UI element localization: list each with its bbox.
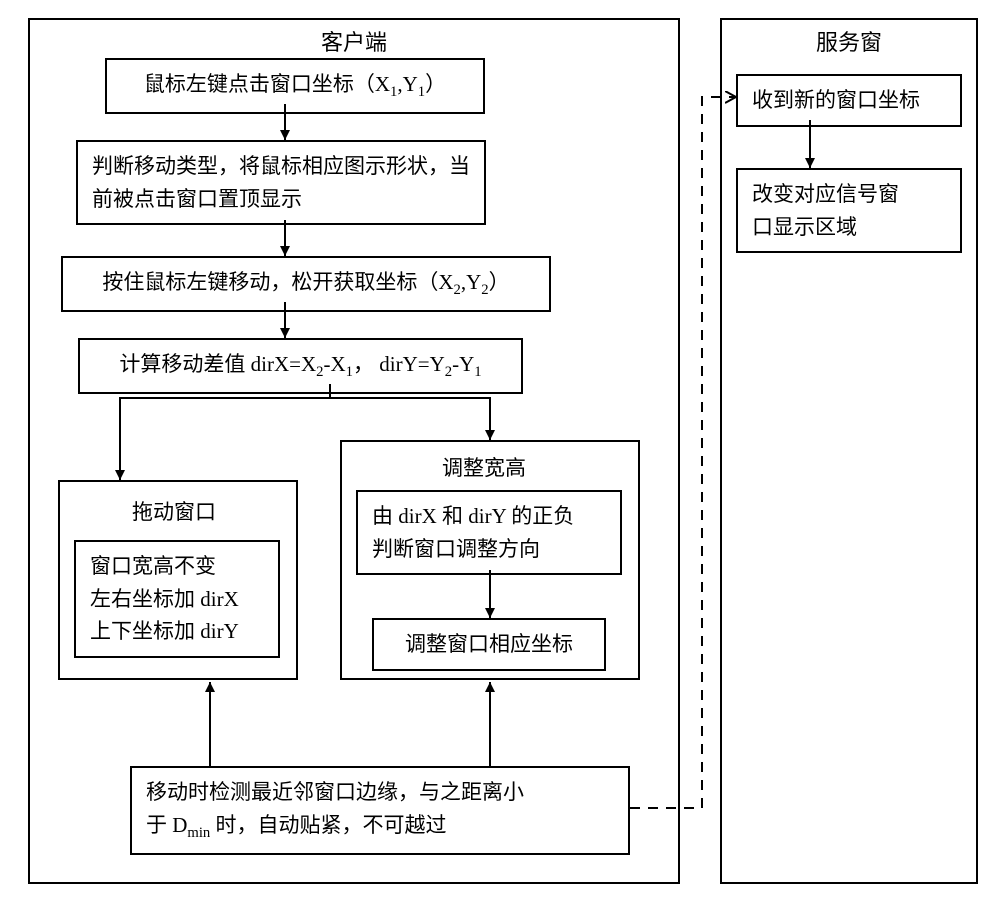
node-server-change: 改变对应信号窗口显示区域 <box>736 168 962 253</box>
node-resize-adjust: 调整窗口相应坐标 <box>372 618 606 671</box>
node-resize-adjust-text: 调整窗口相应坐标 <box>405 632 573 656</box>
node-click-coord-text: 鼠标左键点击窗口坐标（X1,Y1） <box>144 72 446 96</box>
node-resize-judge: 由 dirX 和 dirY 的正负判断窗口调整方向 <box>356 490 622 575</box>
branch-drag-title: 拖动窗口 <box>132 496 216 526</box>
branch-resize-title: 调整宽高 <box>442 452 526 482</box>
node-calc-diff: 计算移动差值 dirX=X2-X1， dirY=Y2-Y1 <box>78 338 523 394</box>
node-judge-type-text: 判断移动类型，将鼠标相应图示形状，当前被点击窗口置顶显示 <box>92 154 470 211</box>
server-panel: 服务窗 <box>720 18 978 884</box>
node-judge-type: 判断移动类型，将鼠标相应图示形状，当前被点击窗口置顶显示 <box>76 140 486 225</box>
branch-drag-inner-text: 窗口宽高不变左右坐标加 dirX上下坐标加 dirY <box>90 554 239 643</box>
node-drag-release-text: 按住鼠标左键移动，松开获取坐标（X2,Y2） <box>102 270 509 294</box>
client-title: 客户端 <box>321 25 387 57</box>
node-calc-diff-text: 计算移动差值 dirX=X2-X1， dirY=Y2-Y1 <box>119 352 481 376</box>
branch-drag-inner: 窗口宽高不变左右坐标加 dirX上下坐标加 dirY <box>74 540 280 658</box>
node-resize-judge-text: 由 dirX 和 dirY 的正负判断窗口调整方向 <box>372 504 574 561</box>
node-server-change-text: 改变对应信号窗口显示区域 <box>752 182 899 239</box>
server-title: 服务窗 <box>816 25 882 57</box>
node-drag-release: 按住鼠标左键移动，松开获取坐标（X2,Y2） <box>61 256 551 312</box>
node-server-recv-text: 收到新的窗口坐标 <box>752 88 920 112</box>
node-snap-detect: 移动时检测最近邻窗口边缘，与之距离小于 Dmin 时，自动贴紧，不可越过 <box>130 766 630 855</box>
node-click-coord: 鼠标左键点击窗口坐标（X1,Y1） <box>105 58 485 114</box>
node-server-recv: 收到新的窗口坐标 <box>736 74 962 127</box>
node-snap-detect-text: 移动时检测最近邻窗口边缘，与之距离小于 Dmin 时，自动贴紧，不可越过 <box>146 780 524 837</box>
